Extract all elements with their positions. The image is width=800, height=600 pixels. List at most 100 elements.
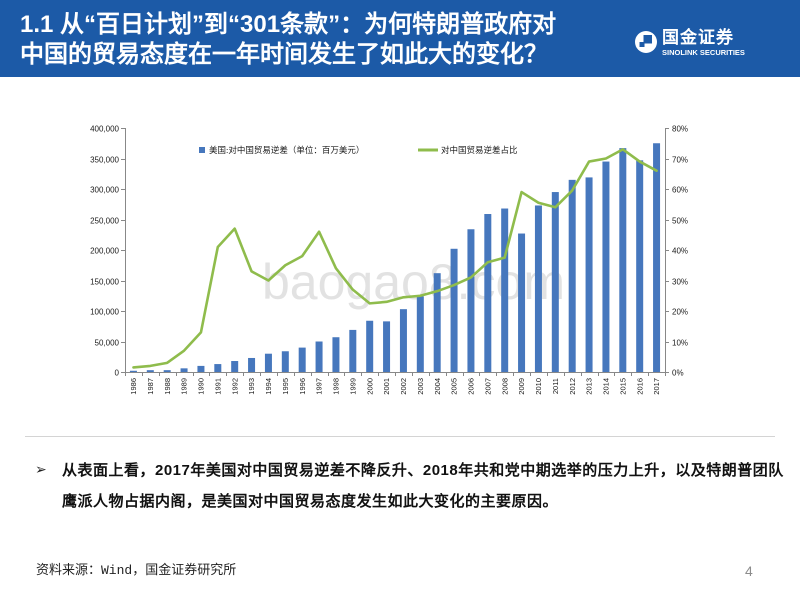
bar-1994 xyxy=(264,353,272,372)
x-axis-tick-label: 2001 xyxy=(382,378,391,395)
x-axis-tick-label: 1996 xyxy=(298,378,307,395)
bar-2009 xyxy=(518,233,526,372)
divider xyxy=(25,436,775,437)
x-axis-tick-label: 2016 xyxy=(635,378,644,395)
bar-2010 xyxy=(534,205,542,372)
source-note: 资料来源：Wind，国金证券研究所 xyxy=(36,563,237,578)
sinolink-logo-icon xyxy=(634,30,658,54)
right-axis-tick-label: 20% xyxy=(672,308,688,317)
bar-2007 xyxy=(484,214,492,372)
right-axis-tick-label: 40% xyxy=(672,247,688,256)
company-logo: 国金证券 SINOLINK SECURITIES xyxy=(634,29,784,59)
bar-1987 xyxy=(146,370,154,372)
left-axis-tick-label: 350,000 xyxy=(90,156,119,165)
bar-2004 xyxy=(433,273,441,372)
right-axis-tick-label: 30% xyxy=(672,278,688,287)
left-axis-tick-label: 400,000 xyxy=(90,125,119,134)
bar-2013 xyxy=(585,177,593,372)
left-axis-tick-label: 0 xyxy=(115,369,120,378)
bar-1995 xyxy=(281,351,289,372)
bar-2011 xyxy=(551,192,559,372)
x-axis-tick-label: 1995 xyxy=(281,378,290,395)
x-axis-tick-label: 2014 xyxy=(602,378,611,395)
bar-1997 xyxy=(315,341,323,372)
bar-2002 xyxy=(399,309,407,372)
bar-2016 xyxy=(636,160,644,372)
trade-deficit-chart: 0 50,000 100,000 150,000 200,000 250,000 300,0… xyxy=(90,125,688,395)
bar-2006 xyxy=(467,229,475,372)
logo-name-en: SINOLINK SECURITIES xyxy=(662,48,745,57)
title-bar: 1.1 从“百日计划”到“301条款”：为何特朗普政府对 中国的贸易态度在一年时… xyxy=(0,0,800,77)
x-axis-tick-label: 2011 xyxy=(551,378,560,394)
right-axis-tick-label: 10% xyxy=(672,339,688,348)
bar-2003 xyxy=(416,296,424,372)
right-axis-tick-label: 50% xyxy=(672,217,688,226)
left-axis-tick-label: 200,000 xyxy=(90,247,119,256)
x-axis-tick-label: 1992 xyxy=(230,378,239,395)
x-axis-tick-label: 2017 xyxy=(652,378,661,395)
bar-2005 xyxy=(450,248,458,372)
x-axis-tick-label: 1998 xyxy=(332,378,341,395)
bar-1992 xyxy=(231,361,239,372)
x-axis-tick-label: 2015 xyxy=(618,378,627,395)
x-axis-tick-label: 1989 xyxy=(180,378,189,395)
x-axis-tick-label: 2002 xyxy=(399,378,408,395)
bar-1989 xyxy=(180,368,188,372)
right-axis-labels: 0% 10% 20% 30% 40% 50% 60% 70% 80% xyxy=(672,125,688,378)
x-axis-tick-label: 2009 xyxy=(517,378,526,395)
x-axis-tick-label: 1991 xyxy=(213,378,222,395)
logo-name-cn: 国金证券 xyxy=(662,28,734,47)
bar-1993 xyxy=(248,357,256,372)
page-number: 4 xyxy=(745,563,753,579)
x-axis-tick-label: 2000 xyxy=(365,378,374,395)
x-axis-tick-label: 2003 xyxy=(416,378,425,395)
bar-2008 xyxy=(501,208,509,372)
left-axis-tick-label: 300,000 xyxy=(90,186,119,195)
x-axis-tick-label: 2008 xyxy=(500,378,509,395)
line-series xyxy=(132,148,658,369)
legend-label-line: 对中国贸易逆差占比 xyxy=(441,145,518,155)
legend-label-bar: 美国:对中国贸易逆差（单位：百万美元） xyxy=(209,145,364,155)
right-axis-tick-label: 0% xyxy=(672,369,684,378)
x-axis-tick-label: 1988 xyxy=(163,378,172,395)
x-axis-tick-label: 1994 xyxy=(264,378,273,395)
x-axis-tick-label: 2004 xyxy=(433,378,442,395)
bullet-text: 从表面上看，2017年美国对中国贸易逆差不降反升、2018年共和党中期选举的压力… xyxy=(62,462,784,510)
slide-title-line-2: 中国的贸易态度在一年时间发生了如此大的变化？ xyxy=(20,41,548,68)
bar-1986 xyxy=(129,370,137,372)
bar-2014 xyxy=(602,161,610,372)
slide-title-line-1: 1.1 从“百日计划”到“301条款”：为何特朗普政府对 xyxy=(20,11,557,38)
right-axis-tick-label: 70% xyxy=(672,156,688,165)
bar-2017 xyxy=(653,143,661,372)
left-axis-tick-label: 250,000 xyxy=(90,217,119,226)
x-axis-tick-label: 2010 xyxy=(534,378,543,395)
x-axis-tick-label: 1987 xyxy=(146,378,155,395)
x-axis-tick-label: 2006 xyxy=(467,378,476,395)
x-axis-tick-label: 1993 xyxy=(247,378,256,395)
bar-2001 xyxy=(383,321,391,372)
bar-2000 xyxy=(366,320,374,372)
legend: 美国:对中国贸易逆差（单位：百万美元） 对中国贸易逆差占比 xyxy=(199,145,518,155)
right-axis-tick-label: 80% xyxy=(672,125,688,134)
bar-1990 xyxy=(197,365,205,372)
x-axis-tick-label: 1990 xyxy=(197,378,206,395)
x-axis-tick-label: 2007 xyxy=(483,378,492,395)
bar-1991 xyxy=(214,364,222,372)
x-axis-tick-label: 2012 xyxy=(568,378,577,395)
left-axis-labels: 0 50,000 100,000 150,000 200,000 250,000 300,0… xyxy=(90,125,119,378)
watermark: baogao8.com xyxy=(262,254,566,310)
bar-2012 xyxy=(568,179,576,372)
x-axis-tick-label: 1999 xyxy=(348,378,357,395)
x-axis-tick-label: 2005 xyxy=(450,378,459,395)
legend-swatch-bar xyxy=(199,147,205,153)
left-axis-tick-label: 150,000 xyxy=(90,278,119,287)
right-axis-tick-label: 60% xyxy=(672,186,688,195)
bar-1999 xyxy=(349,329,357,372)
bar-1996 xyxy=(298,347,306,372)
x-axis-tick-label: 1997 xyxy=(315,378,324,395)
slide-title: 1.1 从“百日计划”到“301条款”：为何特朗普政府对 中国的贸易态度在一年时… xyxy=(20,10,620,70)
left-axis-tick-label: 100,000 xyxy=(90,308,119,317)
x-axis-labels: 1986 1987 1988 1989 1990 1991 1992 1993 1994 1995… xyxy=(129,378,661,395)
bar-1998 xyxy=(332,337,340,372)
